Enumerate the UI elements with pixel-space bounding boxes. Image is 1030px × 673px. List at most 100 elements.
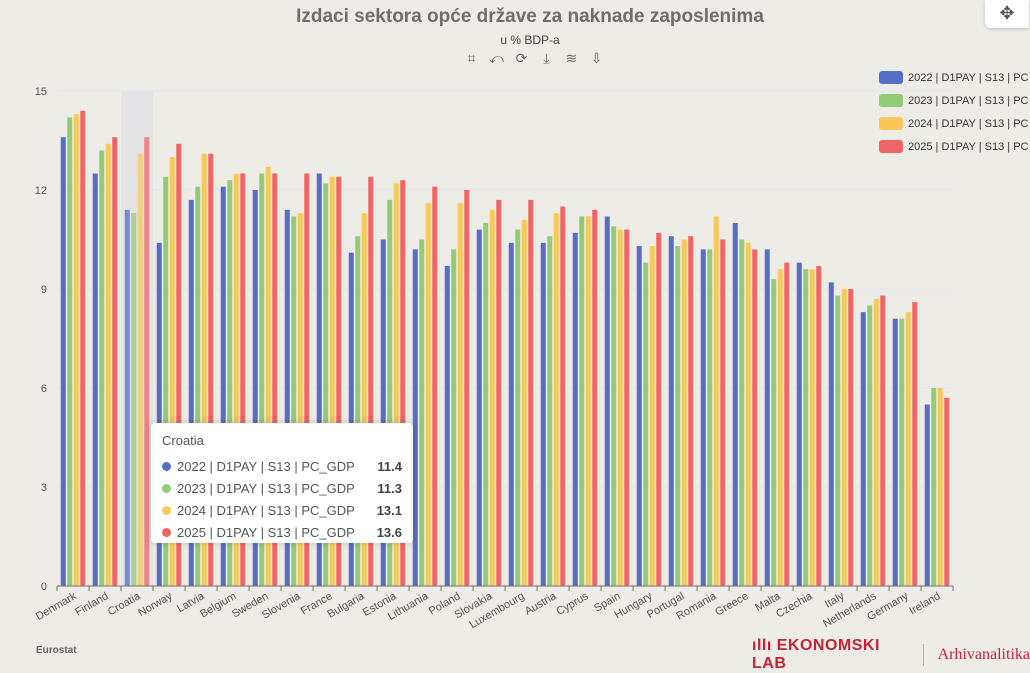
bar[interactable] xyxy=(681,239,687,587)
bar[interactable] xyxy=(700,249,706,586)
bar[interactable] xyxy=(892,318,898,586)
layers-icon[interactable]: ≋ xyxy=(565,50,578,66)
zoom-select-icon[interactable]: ⌗ xyxy=(467,50,476,66)
bar[interactable] xyxy=(92,173,98,587)
bar[interactable] xyxy=(547,236,553,586)
bar[interactable] xyxy=(707,249,713,586)
bar[interactable] xyxy=(540,242,546,587)
bar[interactable] xyxy=(169,157,175,586)
bar[interactable] xyxy=(220,186,226,586)
zoom-reset-icon[interactable]: ⤺ xyxy=(489,50,504,66)
bar[interactable] xyxy=(496,199,502,586)
bar[interactable] xyxy=(668,236,674,586)
bar[interactable] xyxy=(732,223,738,586)
bar[interactable] xyxy=(528,199,534,586)
bar[interactable] xyxy=(265,166,271,586)
bar[interactable] xyxy=(688,236,694,586)
bar[interactable] xyxy=(284,209,290,587)
bar[interactable] xyxy=(617,229,623,586)
bar[interactable] xyxy=(297,213,303,586)
bar[interactable] xyxy=(899,318,905,586)
bar[interactable] xyxy=(144,137,150,586)
bar[interactable] xyxy=(316,173,322,587)
restore-icon[interactable]: ⟳ xyxy=(515,50,528,66)
bar[interactable] xyxy=(515,229,521,586)
bar[interactable] xyxy=(348,252,354,586)
bar[interactable] xyxy=(572,232,578,586)
bar[interactable] xyxy=(720,239,726,587)
bar[interactable] xyxy=(233,173,239,587)
bar[interactable] xyxy=(73,114,79,586)
legend-item[interactable]: 2023 | D1PAY | S13 | PC xyxy=(879,89,1028,112)
bar[interactable] xyxy=(451,249,457,586)
bar[interactable] xyxy=(713,216,719,586)
download-icon[interactable]: ⤓ xyxy=(543,50,550,66)
bar[interactable] xyxy=(163,176,169,587)
bar[interactable] xyxy=(656,232,662,586)
bar[interactable] xyxy=(841,289,847,586)
bar[interactable] xyxy=(745,242,751,587)
bar[interactable] xyxy=(355,236,361,586)
bar[interactable] xyxy=(393,183,399,586)
bar[interactable] xyxy=(508,242,514,587)
bar[interactable] xyxy=(809,269,815,586)
bar[interactable] xyxy=(99,150,105,586)
bar[interactable] xyxy=(60,137,66,586)
bar[interactable] xyxy=(867,305,873,587)
bar[interactable] xyxy=(649,246,655,586)
bar[interactable] xyxy=(387,199,393,586)
bar[interactable] xyxy=(272,173,278,587)
bar[interactable] xyxy=(777,269,783,586)
bar[interactable] xyxy=(752,249,758,586)
bar[interactable] xyxy=(208,153,214,586)
legend-item[interactable]: 2025 | D1PAY | S13 | PC xyxy=(879,135,1028,158)
bar[interactable] xyxy=(368,176,374,587)
bar[interactable] xyxy=(803,269,809,586)
bar[interactable] xyxy=(560,206,566,587)
bar[interactable] xyxy=(252,190,258,586)
bar[interactable] xyxy=(227,180,233,586)
bar[interactable] xyxy=(112,137,118,586)
bar[interactable] xyxy=(796,262,802,586)
bar[interactable] xyxy=(412,249,418,586)
save-image-icon[interactable]: ⇩ xyxy=(590,50,603,66)
bar[interactable] xyxy=(361,213,367,586)
bar[interactable] xyxy=(304,173,310,587)
bar[interactable] xyxy=(425,203,431,586)
legend-item[interactable]: 2022 | D1PAY | S13 | PC xyxy=(879,66,1028,89)
bar[interactable] xyxy=(476,229,482,586)
bar[interactable] xyxy=(156,242,162,587)
bar[interactable] xyxy=(336,176,342,587)
bar[interactable] xyxy=(624,229,630,586)
bar[interactable] xyxy=(944,397,950,586)
bar[interactable] xyxy=(432,186,438,586)
bar[interactable] xyxy=(131,213,137,586)
bar[interactable] xyxy=(240,173,246,587)
bar[interactable] xyxy=(771,279,777,586)
bar[interactable] xyxy=(579,216,585,586)
bar[interactable] xyxy=(873,298,879,586)
bar[interactable] xyxy=(291,216,297,586)
bar[interactable] xyxy=(675,246,681,586)
bar[interactable] xyxy=(380,239,386,587)
bar[interactable] xyxy=(931,388,937,586)
bar[interactable] xyxy=(643,262,649,586)
bar[interactable] xyxy=(835,295,841,586)
bar[interactable] xyxy=(937,388,943,586)
bar[interactable] xyxy=(176,143,182,587)
bar[interactable] xyxy=(905,312,911,586)
bar[interactable] xyxy=(848,289,854,586)
bar[interactable] xyxy=(489,209,495,587)
bar[interactable] xyxy=(201,153,207,586)
bar[interactable] xyxy=(137,153,143,586)
legend-item[interactable]: 2024 | D1PAY | S13 | PC xyxy=(879,112,1028,135)
bar[interactable] xyxy=(828,282,834,586)
bar[interactable] xyxy=(611,226,617,587)
bar[interactable] xyxy=(816,265,822,586)
bar[interactable] xyxy=(880,295,886,586)
bar[interactable] xyxy=(419,239,425,587)
bar[interactable] xyxy=(400,180,406,586)
bar[interactable] xyxy=(912,302,918,586)
move-icon[interactable]: ✥ xyxy=(985,0,1029,28)
bar[interactable] xyxy=(784,262,790,586)
